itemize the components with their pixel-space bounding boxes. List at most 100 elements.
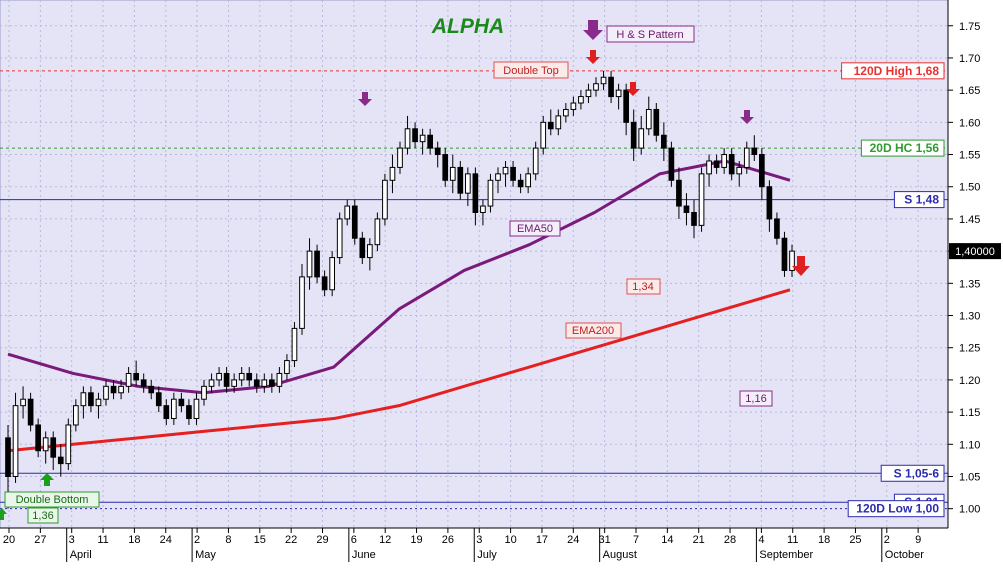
candle-body bbox=[284, 360, 290, 374]
candle-body bbox=[789, 250, 795, 271]
target-1-label: 1,34 bbox=[632, 281, 653, 293]
y-tick-label: 1.50 bbox=[959, 182, 980, 194]
candle-body bbox=[623, 89, 629, 123]
candle-body bbox=[525, 173, 531, 188]
month-label: August bbox=[603, 549, 637, 561]
candles bbox=[5, 70, 795, 509]
month-label: September bbox=[759, 549, 813, 561]
x-tick-label: 25 bbox=[849, 534, 861, 546]
candle-body bbox=[555, 115, 562, 130]
month-label: May bbox=[195, 549, 216, 561]
candle-body bbox=[480, 205, 486, 213]
candle-body bbox=[5, 437, 11, 477]
x-tick-label: 17 bbox=[536, 534, 548, 546]
candle-body bbox=[457, 166, 464, 194]
level-label: 120D Low 1,00 bbox=[856, 502, 939, 516]
candle-body bbox=[344, 205, 351, 220]
level-label-box bbox=[860, 139, 945, 157]
candle-body bbox=[691, 211, 697, 226]
double-bottom-label: Double Bottom bbox=[16, 494, 89, 506]
last-value-label: 1,40000 bbox=[955, 246, 995, 258]
candle-body bbox=[306, 250, 313, 278]
candle-body bbox=[645, 108, 652, 130]
plot-area bbox=[0, 0, 949, 529]
candle-body bbox=[193, 398, 200, 420]
chart-title: ALPHA bbox=[431, 15, 504, 38]
bottom-arrow-2-icon bbox=[0, 508, 7, 520]
candle-body bbox=[781, 237, 788, 271]
candle-body bbox=[27, 398, 34, 426]
candle-body bbox=[404, 128, 411, 149]
candle-body bbox=[155, 392, 162, 407]
ema200-label: EMA200 bbox=[572, 325, 614, 337]
candle-body bbox=[630, 121, 637, 149]
target-1-annotation: 1,34 bbox=[626, 278, 661, 295]
double-top-label: Double Top bbox=[503, 65, 558, 77]
y-tick-label: 1.10 bbox=[959, 439, 980, 451]
y-tick-label: 1.35 bbox=[959, 278, 980, 290]
candle-body bbox=[570, 102, 577, 110]
x-tick-label: 21 bbox=[693, 534, 705, 546]
candle-body bbox=[593, 83, 599, 91]
candle-body bbox=[20, 398, 26, 407]
x-tick-label: 19 bbox=[410, 534, 422, 546]
candle-body bbox=[676, 179, 682, 207]
y-tick-label: 1.05 bbox=[959, 471, 980, 483]
candle-body bbox=[397, 147, 403, 168]
ema200-line bbox=[7, 288, 791, 453]
candle-body bbox=[751, 147, 758, 156]
candle-body bbox=[253, 379, 260, 387]
candle-body bbox=[148, 385, 155, 394]
signal-arrows bbox=[0, 20, 810, 520]
double-bottom-value: 1,36 bbox=[32, 510, 53, 522]
candle-body bbox=[427, 134, 433, 149]
candle-body bbox=[299, 276, 305, 329]
candle-body bbox=[201, 385, 207, 400]
candle-body bbox=[374, 218, 381, 246]
candle-body bbox=[103, 385, 109, 400]
candle-body bbox=[736, 166, 743, 175]
x-tick-label: 12 bbox=[379, 534, 391, 546]
x-tick-label: 26 bbox=[442, 534, 454, 546]
candle-body bbox=[382, 179, 388, 220]
double-bottom-annotation: Double Bottom 1,36 bbox=[4, 491, 100, 524]
candle-body bbox=[291, 327, 298, 362]
shoulder-right-arrow-icon bbox=[740, 110, 754, 124]
candle-body bbox=[73, 405, 79, 426]
candle-body bbox=[42, 437, 49, 452]
level-label-box bbox=[841, 62, 945, 80]
candle-body bbox=[766, 186, 773, 220]
candle-body bbox=[95, 398, 102, 407]
level-label-box bbox=[880, 464, 945, 482]
candle-body bbox=[653, 108, 660, 136]
ema50-label: EMA50 bbox=[517, 223, 553, 235]
candle-body bbox=[502, 166, 509, 175]
x-tick-label: 22 bbox=[285, 534, 297, 546]
candle-body bbox=[208, 379, 215, 387]
month-label: July bbox=[477, 549, 497, 561]
level-label-box bbox=[847, 500, 945, 518]
x-tick-label: 24 bbox=[160, 534, 172, 546]
bottom-arrow-icon bbox=[40, 473, 54, 486]
y-tick-label: 1.00 bbox=[959, 504, 980, 516]
candle-body bbox=[276, 372, 283, 387]
candle-body bbox=[743, 147, 750, 168]
x-tick-label: 11 bbox=[787, 534, 798, 546]
y-tick-label: 1.65 bbox=[959, 85, 980, 97]
y-tick-label: 1.15 bbox=[959, 407, 980, 419]
candle-body bbox=[321, 276, 328, 291]
x-tick-label: 4 bbox=[758, 534, 764, 546]
x-tick-label: 20 bbox=[3, 534, 15, 546]
candle-body bbox=[12, 405, 19, 477]
candle-body bbox=[540, 121, 547, 149]
x-tick-label: 9 bbox=[915, 534, 921, 546]
candle-body bbox=[110, 385, 117, 394]
x-tick-label: 18 bbox=[128, 534, 140, 546]
candle-body bbox=[140, 379, 147, 387]
level-label-box bbox=[893, 191, 945, 209]
x-tick-label: 18 bbox=[818, 534, 830, 546]
candle-body bbox=[487, 179, 494, 207]
level-label: S 1,05-6 bbox=[894, 466, 940, 480]
x-tick-label: 3 bbox=[476, 534, 482, 546]
